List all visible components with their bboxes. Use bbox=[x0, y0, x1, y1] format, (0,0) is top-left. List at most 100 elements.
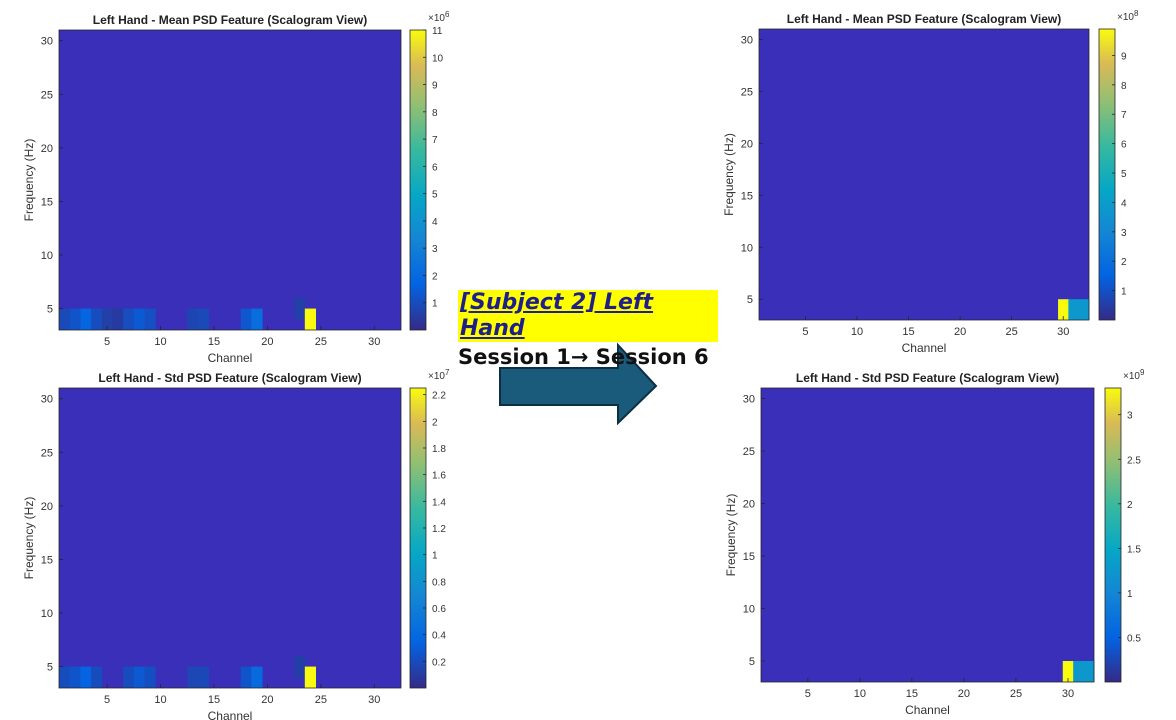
colorbar-tick-label: 5 bbox=[432, 190, 438, 201]
colorbar-tick-label: 4 bbox=[1121, 198, 1127, 209]
plot-frame bbox=[58, 29, 402, 331]
colorbar-exponent: ×108 bbox=[1117, 9, 1139, 23]
heatmap-cell bbox=[59, 666, 71, 688]
y-tick-label: 20 bbox=[41, 143, 53, 155]
heatmap-cell bbox=[80, 308, 92, 330]
y-tick-label: 5 bbox=[747, 294, 753, 306]
colorbar-tick-label: 9 bbox=[432, 81, 438, 92]
annotation-title: [Subject 2] Left Hand bbox=[458, 290, 718, 342]
heatmap-cell bbox=[144, 666, 156, 688]
y-tick-label: 15 bbox=[743, 551, 755, 563]
colorbar-tick-label: 6 bbox=[1121, 140, 1127, 151]
colorbar-tick-label: 0.5 bbox=[1127, 633, 1141, 644]
x-tick-label: 25 bbox=[1010, 688, 1022, 700]
heatmap-cell bbox=[1062, 661, 1074, 682]
x-tick-label: 5 bbox=[805, 688, 811, 700]
heatmap-background bbox=[59, 388, 401, 688]
heatmap-cell bbox=[240, 666, 252, 688]
heatmap-cell bbox=[101, 308, 113, 330]
x-tick-label: 5 bbox=[802, 326, 808, 338]
x-tick-label: 15 bbox=[208, 336, 220, 348]
colorbar-tick-label: 2.2 bbox=[432, 391, 446, 402]
heatmap-cell bbox=[294, 655, 306, 678]
colorbar-tick-label: 2 bbox=[1121, 257, 1127, 268]
annotation-block: [Subject 2] Left Hand Session 1→ Session… bbox=[458, 290, 718, 371]
x-tick-label: 10 bbox=[851, 326, 863, 338]
colorbar-tick-label: 11 bbox=[432, 26, 443, 37]
x-tick-label: 15 bbox=[902, 326, 914, 338]
colorbar-tick-label: 0.2 bbox=[432, 657, 446, 668]
y-tick-label: 15 bbox=[41, 554, 53, 566]
heatmap-cell bbox=[133, 308, 145, 330]
heatmap-cell bbox=[304, 666, 316, 688]
colorbar-exponent-power: 9 bbox=[1140, 368, 1145, 377]
annotation-subtitle: Session 1→ Session 6 bbox=[458, 345, 709, 369]
colorbar-tick-label: 2 bbox=[1127, 500, 1133, 511]
colorbar-tick-label: 1.4 bbox=[432, 497, 446, 508]
plot-frame bbox=[58, 387, 402, 689]
colorbar-tick-label: 3 bbox=[432, 244, 438, 255]
y-tick-label: 30 bbox=[741, 34, 753, 46]
x-tick-label: 20 bbox=[261, 694, 273, 706]
colorbar-tick-label: 3 bbox=[1127, 411, 1133, 422]
colorbar-tick-label: 1.2 bbox=[432, 524, 446, 535]
colorbar-exponent: ×106 bbox=[428, 10, 450, 24]
heatmap-cell bbox=[1078, 299, 1090, 320]
heatmap-cell bbox=[1083, 661, 1095, 682]
heatmap-cell bbox=[80, 666, 92, 688]
colorbar-exponent-power: 8 bbox=[1134, 9, 1139, 18]
y-tick-label: 25 bbox=[741, 86, 753, 98]
plot-frame bbox=[760, 387, 1095, 683]
x-tick-label: 25 bbox=[315, 336, 327, 348]
y-tick-label: 20 bbox=[41, 501, 53, 513]
heatmap-background bbox=[759, 29, 1089, 320]
colorbar-tick-label: 4 bbox=[432, 217, 438, 228]
heatmap-cell bbox=[197, 666, 210, 688]
y-axis-label: Frequency (Hz) bbox=[22, 139, 36, 222]
heatmap-cell bbox=[304, 308, 316, 330]
colorbar-exponent: ×107 bbox=[428, 368, 450, 382]
heatmap-cell bbox=[240, 308, 252, 330]
heatmap-cell bbox=[59, 308, 71, 330]
y-axis-label: Frequency (Hz) bbox=[22, 497, 36, 580]
heatmap-cell bbox=[1068, 299, 1080, 320]
chart-title: Left Hand - Mean PSD Feature (Scalogram … bbox=[93, 13, 368, 27]
colorbar-tick-label: 1 bbox=[1121, 287, 1127, 298]
colorbar-tick-label: 0.8 bbox=[432, 577, 446, 588]
colorbar-tick-label: 0.4 bbox=[432, 631, 446, 642]
heatmap-cell bbox=[1073, 661, 1085, 682]
chart-title: Left Hand - Mean PSD Feature (Scalogram … bbox=[787, 12, 1062, 26]
x-tick-label: 10 bbox=[154, 694, 166, 706]
y-tick-label: 30 bbox=[743, 394, 755, 406]
colorbar-tick-label: 1 bbox=[432, 551, 438, 562]
x-tick-label: 15 bbox=[906, 688, 918, 700]
y-tick-label: 15 bbox=[41, 196, 53, 208]
colorbar-exponent-power: 6 bbox=[445, 10, 450, 19]
y-tick-label: 5 bbox=[749, 656, 755, 668]
heatmap-cell bbox=[91, 308, 103, 330]
x-tick-label: 20 bbox=[958, 688, 970, 700]
heatmap-cell bbox=[251, 308, 263, 330]
heatmap-cell bbox=[69, 308, 81, 330]
colorbar-tick-label: 1.6 bbox=[432, 471, 446, 482]
y-axis-label: Frequency (Hz) bbox=[724, 494, 738, 577]
colorbar-tick-label: 7 bbox=[1121, 110, 1127, 121]
heatmap-cell bbox=[294, 297, 306, 320]
y-tick-label: 5 bbox=[47, 304, 53, 316]
heatmap-cell bbox=[123, 666, 135, 688]
heatmap-cell bbox=[1058, 299, 1069, 320]
y-tick-label: 20 bbox=[741, 138, 753, 150]
heatmap-cell bbox=[251, 666, 263, 688]
y-tick-label: 10 bbox=[41, 250, 53, 262]
x-tick-label: 20 bbox=[261, 336, 273, 348]
colorbar-exponent: ×109 bbox=[1123, 368, 1145, 382]
colorbar bbox=[1098, 28, 1116, 321]
colorbar-tick-label: 1 bbox=[432, 299, 438, 310]
y-tick-label: 5 bbox=[47, 662, 53, 674]
x-tick-label: 30 bbox=[368, 336, 380, 348]
heatmap-cell bbox=[133, 666, 145, 688]
y-axis-label: Frequency (Hz) bbox=[722, 133, 736, 216]
chart-title: Left Hand - Std PSD Feature (Scalogram V… bbox=[98, 371, 361, 385]
heatmap-background bbox=[59, 30, 401, 330]
